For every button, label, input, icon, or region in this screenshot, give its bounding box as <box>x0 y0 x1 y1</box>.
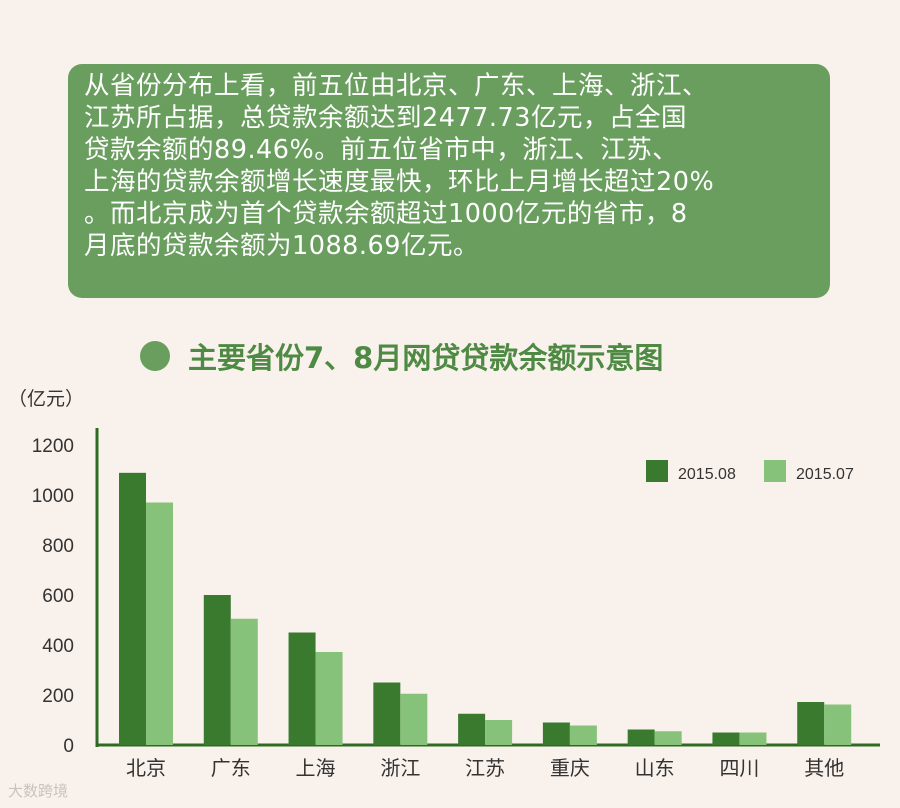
y-axis-label: （亿元） <box>8 388 84 410</box>
summary-line: 江苏所占据，总贷款余额达到2477.73亿元，占全国 <box>84 103 687 133</box>
y-tick-label: 0 <box>63 736 74 757</box>
legend-swatch <box>764 460 786 482</box>
summary-line: 。而北京成为首个贷款余额超过1000亿元的省市，8 <box>84 199 688 229</box>
y-tick-label: 200 <box>42 686 74 707</box>
bar <box>824 704 852 745</box>
bar <box>739 732 767 745</box>
x-tick-label: 浙江 <box>380 756 420 780</box>
summary-text-box: 从省份分布上看，前五位由北京、广东、上海、浙江、 江苏所占据，总贷款余额达到24… <box>68 64 830 298</box>
bar <box>797 702 825 745</box>
x-tick-label: 四川 <box>719 756 759 780</box>
bar <box>627 729 655 745</box>
summary-line: 上海的贷款余额增长速度最快，环比上月增长超过20% <box>84 167 715 197</box>
x-tick-label: 北京 <box>126 756 166 780</box>
title-bullet-icon <box>140 341 170 371</box>
summary-line: 从省份分布上看，前五位由北京、广东、上海、浙江、 <box>84 71 709 101</box>
y-tick-label: 600 <box>42 586 74 607</box>
legend-label: 2015.08 <box>678 466 736 483</box>
bar <box>288 632 316 745</box>
y-tick-label: 800 <box>42 536 74 557</box>
chart-title-row: 主要省份7、8月网贷贷款余额示意图 <box>140 336 663 376</box>
bar <box>569 725 597 745</box>
bar <box>119 472 146 745</box>
bar <box>458 713 486 745</box>
y-tick-label: 1200 <box>32 436 74 457</box>
x-tick-label: 广东 <box>211 756 251 780</box>
bar <box>485 720 513 745</box>
bar <box>315 652 343 745</box>
x-tick-label: 上海 <box>296 756 336 780</box>
bar <box>400 693 428 745</box>
chart-title: 主要省份7、8月网贷贷款余额示意图 <box>188 341 664 375</box>
legend-label: 2015.07 <box>796 466 854 483</box>
bar <box>542 722 570 745</box>
x-tick-label: 山东 <box>635 756 675 780</box>
bar <box>712 732 740 745</box>
watermark: 大数跨境 <box>8 782 69 800</box>
bar <box>146 502 173 745</box>
x-tick-label: 其他 <box>804 756 844 780</box>
legend-swatch <box>646 460 668 482</box>
bar <box>373 682 401 745</box>
bar <box>654 731 682 745</box>
bar <box>203 595 231 745</box>
y-tick-label: 1000 <box>32 486 74 507</box>
summary-line: 贷款余额的89.46%。前五位省市中，浙江、江苏、 <box>84 135 679 165</box>
bar <box>230 618 258 745</box>
summary-line: 月底的贷款余额为1088.69亿元。 <box>84 231 479 261</box>
x-tick-label: 重庆 <box>550 756 590 780</box>
bar-chart: （亿元） 0 200 400 600 800 1000 1200 北京 广东 上海 浙江 江苏 重庆 山东 四… <box>8 388 880 780</box>
x-tick-label: 江苏 <box>465 756 505 780</box>
y-tick-label: 400 <box>42 636 74 657</box>
